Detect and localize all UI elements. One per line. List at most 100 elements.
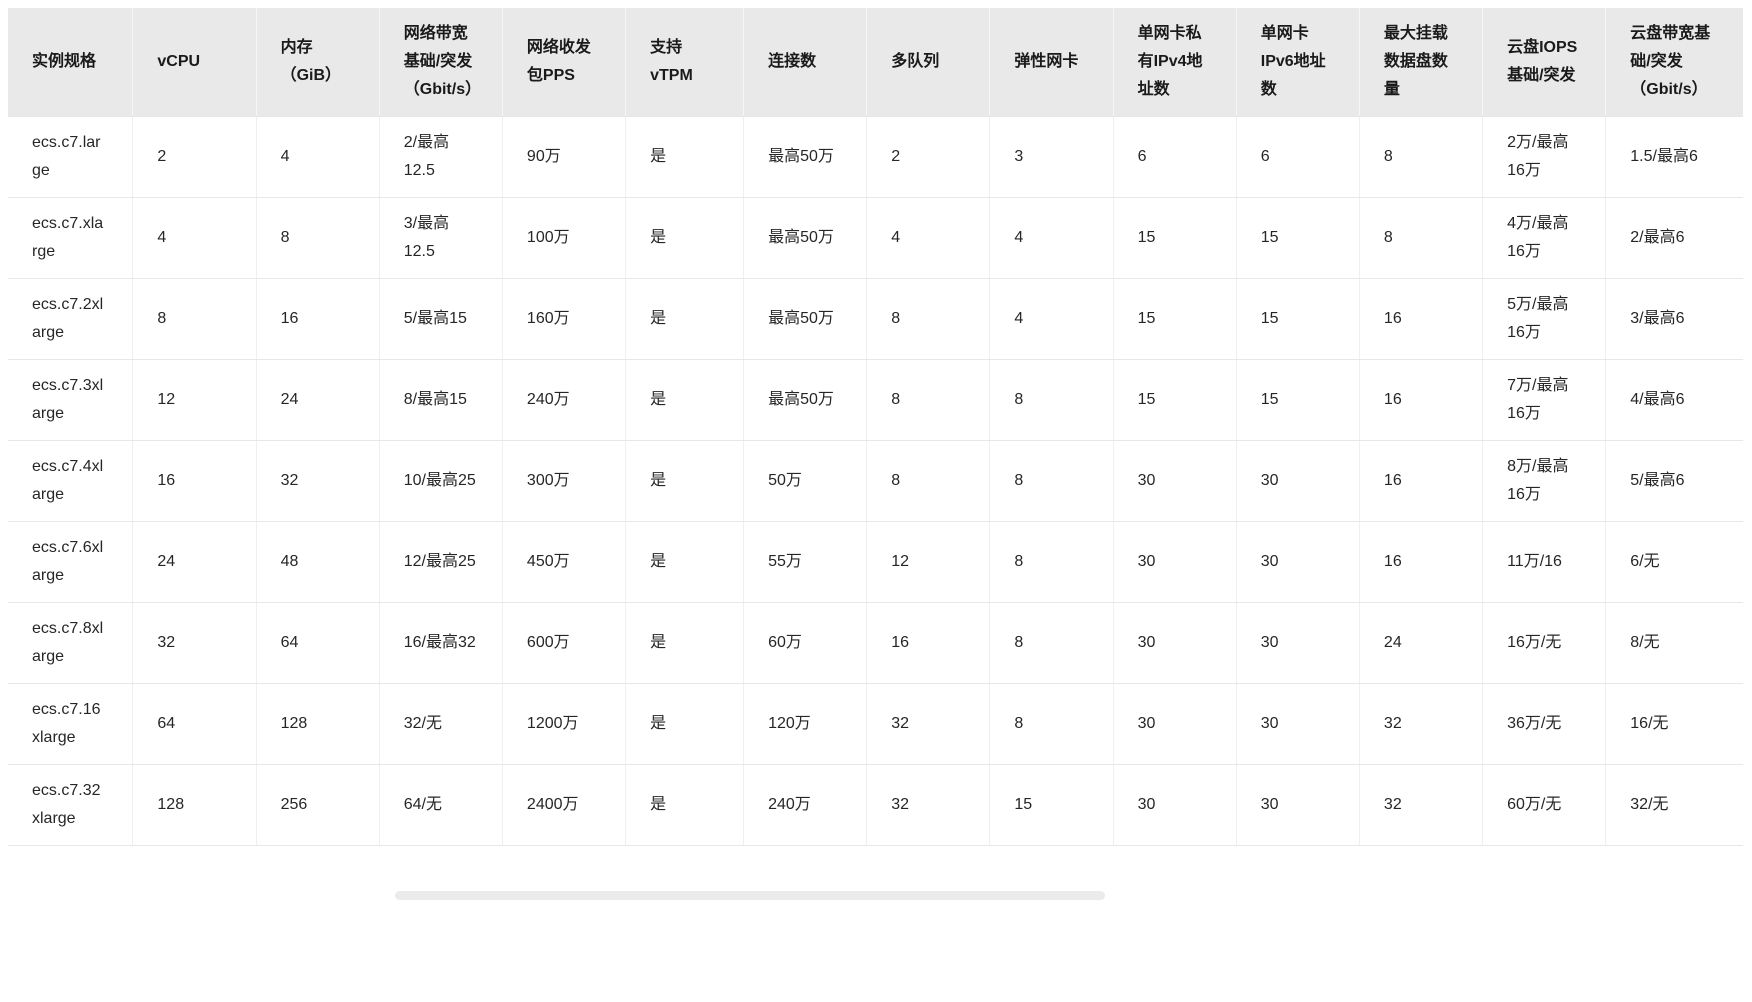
cell-disk-bandwidth: 3/最高6 (1605, 278, 1743, 360)
cell-vcpu: 12 (132, 359, 257, 441)
cell-pps: 300万 (502, 440, 627, 522)
cell-net-bandwidth: 12/最高25 (379, 521, 503, 603)
cell-vtpm: 是 (625, 278, 745, 360)
cell-disk-bandwidth: 2/最高6 (1605, 197, 1743, 279)
cell-disk-bandwidth: 5/最高6 (1605, 440, 1743, 522)
column-header-spec: 实例规格 (8, 8, 134, 117)
cell-max-data-disks: 16 (1359, 521, 1484, 603)
cell-memory: 32 (256, 440, 380, 522)
cell-vtpm: 是 (625, 764, 745, 846)
cell-ipv4-per-eni: 6 (1113, 116, 1237, 198)
cell-net-bandwidth: 3/最高12.5 (379, 197, 503, 279)
cell-spec: ecs.c7.2xlarge (8, 278, 134, 360)
column-header-connections: 连接数 (743, 8, 868, 117)
cell-memory: 4 (256, 116, 380, 198)
cell-disk-iops: 60万/无 (1482, 764, 1607, 846)
cell-connections: 最高50万 (743, 359, 868, 441)
cell-memory: 64 (256, 602, 380, 684)
cell-connections: 60万 (743, 602, 868, 684)
cell-vcpu: 32 (132, 602, 257, 684)
cell-disk-iops: 5万/最高16万 (1482, 278, 1607, 360)
cell-memory: 256 (256, 764, 380, 846)
cell-ipv6-per-eni: 30 (1236, 764, 1360, 846)
cell-pps: 1200万 (502, 683, 627, 765)
table-row: ecs.c7.32xlarge 128 256 64/无 2400万是 240万 32 15 3… (8, 764, 1743, 846)
cell-disk-bandwidth: 32/无 (1605, 764, 1743, 846)
column-header-ipv4-per-eni: 单网卡私有IPv4地址数 (1113, 8, 1237, 117)
column-header-ipv6-per-eni: 单网卡IPv6地址数 (1236, 8, 1360, 117)
table-header: 实例规格 vCPU 内存（GiB） 网络带宽基础/突发（Gbit/s） 网络收发包PPS… (8, 8, 1743, 117)
cell-max-data-disks: 32 (1359, 683, 1484, 765)
cell-disk-bandwidth: 1.5/最高6 (1605, 116, 1743, 198)
cell-vcpu: 128 (132, 764, 257, 846)
cell-vcpu: 8 (132, 278, 257, 360)
cell-pps: 160万 (502, 278, 627, 360)
cell-disk-bandwidth: 8/无 (1605, 602, 1743, 684)
cell-ipv6-per-eni: 30 (1236, 440, 1360, 522)
cell-queues: 12 (866, 521, 991, 603)
cell-net-bandwidth: 8/最高15 (379, 359, 503, 441)
table-row: ecs.c7.xlarge 4 8 3/最高12.5 100万是最高50万 4 4 15 15 8… (8, 197, 1743, 279)
cell-vtpm: 是 (625, 521, 745, 603)
cell-connections: 240万 (743, 764, 868, 846)
table-row: ecs.c7.16xlarge 64 128 32/无 1200万是 120万 32 8 30 3… (8, 683, 1743, 765)
cell-vtpm: 是 (625, 116, 745, 198)
cell-pps: 100万 (502, 197, 627, 279)
cell-max-data-disks: 24 (1359, 602, 1484, 684)
cell-ipv4-per-eni: 15 (1113, 278, 1237, 360)
cell-vtpm: 是 (625, 440, 745, 522)
column-header-disk-bandwidth: 云盘带宽基础/突发（Gbit/s） (1605, 8, 1743, 117)
cell-ipv6-per-eni: 15 (1236, 278, 1360, 360)
cell-net-bandwidth: 32/无 (379, 683, 503, 765)
cell-connections: 最高50万 (743, 278, 868, 360)
cell-max-data-disks: 8 (1359, 116, 1484, 198)
cell-vtpm: 是 (625, 602, 745, 684)
cell-memory: 128 (256, 683, 380, 765)
column-header-eni: 弹性网卡 (989, 8, 1114, 117)
cell-ipv6-per-eni: 15 (1236, 197, 1360, 279)
table-row: ecs.c7.8xlarge 32 64 16/最高32 600万是 60万 16 8 30 30… (8, 602, 1743, 684)
cell-spec: ecs.c7.3xlarge (8, 359, 134, 441)
cell-eni: 8 (989, 602, 1114, 684)
header-row: 实例规格 vCPU 内存（GiB） 网络带宽基础/突发（Gbit/s） 网络收发包PPS… (8, 8, 1743, 117)
cell-max-data-disks: 16 (1359, 278, 1484, 360)
cell-queues: 2 (866, 116, 991, 198)
table-row: ecs.c7.4xlarge 16 32 10/最高25 300万是 50万 8 8 30 30 1… (8, 440, 1743, 522)
table-body: ecs.c7.large 2 4 2/最高12.5 90万是最高50万 2 3 6 6 8 2万/最… (8, 116, 1743, 846)
cell-spec: ecs.c7.xlarge (8, 197, 134, 279)
column-header-net-bandwidth: 网络带宽基础/突发（Gbit/s） (379, 8, 503, 117)
column-header-vtpm: 支持vTPM (625, 8, 745, 117)
cell-pps: 90万 (502, 116, 627, 198)
cell-net-bandwidth: 2/最高12.5 (379, 116, 503, 198)
cell-queues: 16 (866, 602, 991, 684)
cell-vcpu: 4 (132, 197, 257, 279)
cell-max-data-disks: 16 (1359, 440, 1484, 522)
cell-eni: 4 (989, 278, 1114, 360)
cell-connections: 120万 (743, 683, 868, 765)
cell-eni: 8 (989, 440, 1114, 522)
horizontal-scrollbar-thumb[interactable] (395, 891, 1105, 900)
cell-queues: 8 (866, 440, 991, 522)
cell-ipv4-per-eni: 30 (1113, 764, 1237, 846)
cell-ipv4-per-eni: 30 (1113, 521, 1237, 603)
cell-connections: 最高50万 (743, 197, 868, 279)
cell-vcpu: 64 (132, 683, 257, 765)
cell-queues: 4 (866, 197, 991, 279)
table-row: ecs.c7.3xlarge 12 24 8/最高15 240万是最高50万 8 8 15 15… (8, 359, 1743, 441)
cell-net-bandwidth: 5/最高15 (379, 278, 503, 360)
cell-eni: 15 (989, 764, 1114, 846)
cell-spec: ecs.c7.6xlarge (8, 521, 134, 603)
cell-spec: ecs.c7.32xlarge (8, 764, 134, 846)
cell-pps: 450万 (502, 521, 627, 603)
cell-net-bandwidth: 10/最高25 (379, 440, 503, 522)
cell-disk-iops: 16万/无 (1482, 602, 1607, 684)
cell-ipv4-per-eni: 30 (1113, 440, 1237, 522)
cell-disk-iops: 36万/无 (1482, 683, 1607, 765)
cell-disk-iops: 11万/16 (1482, 521, 1607, 603)
cell-vcpu: 16 (132, 440, 257, 522)
cell-eni: 8 (989, 521, 1114, 603)
cell-queues: 8 (866, 359, 991, 441)
table-row: ecs.c7.2xlarge 8 16 5/最高15 160万是最高50万 8 4 15 15 1… (8, 278, 1743, 360)
cell-pps: 240万 (502, 359, 627, 441)
cell-spec: ecs.c7.large (8, 116, 134, 198)
